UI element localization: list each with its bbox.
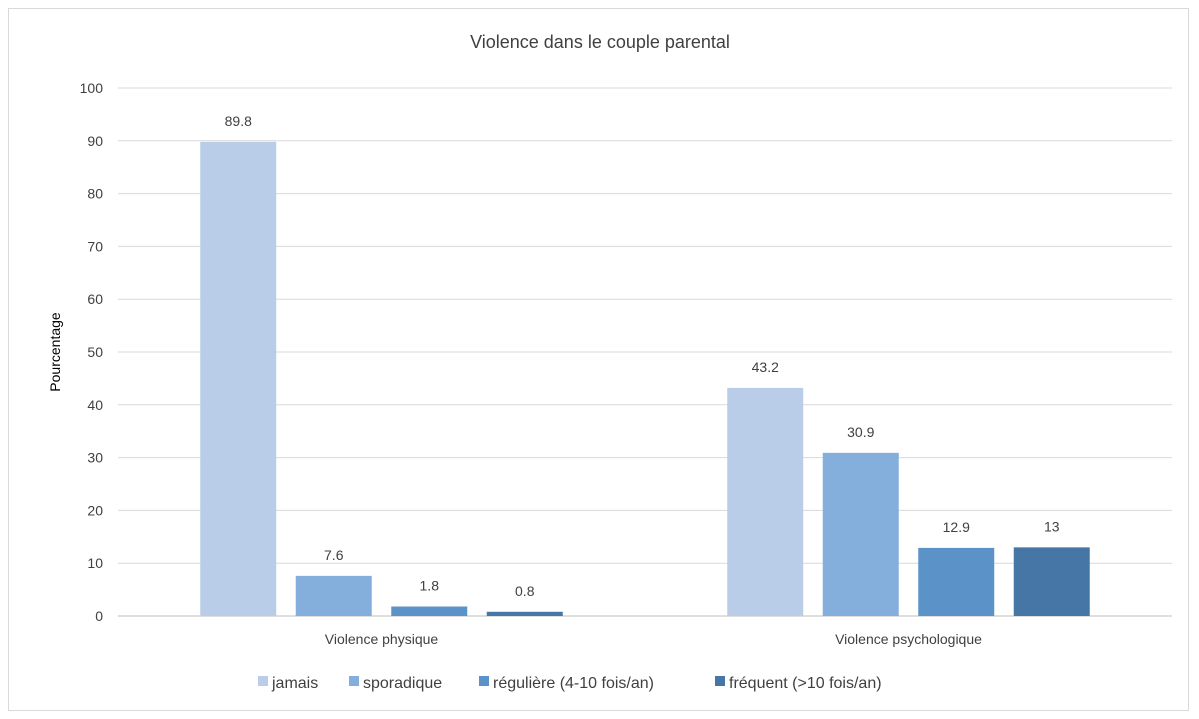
y-tick-label: 20 [87,502,103,518]
legend-swatch [258,676,268,686]
legend-swatch [715,676,725,686]
y-tick-label: 70 [87,238,103,254]
y-tick-label: 100 [80,80,104,96]
bar [486,611,563,616]
y-tick-label: 10 [87,555,103,571]
data-labels: 89.8 7.6 1.8 0.8 43.2 30.9 12.9 13 [225,113,1060,599]
legend: jamais sporadique régulière (4-10 fois/an)… [258,675,882,692]
legend-label: jamais [271,675,318,692]
gridlines [118,87,1172,617]
y-tick-label: 50 [87,344,103,360]
bar [727,387,804,616]
bar [1013,547,1090,616]
data-label: 30.9 [847,424,874,440]
y-axis-ticks: 0 10 20 30 40 50 60 70 80 90 100 [80,80,104,624]
data-label: 43.2 [752,359,779,375]
bar [918,547,995,616]
chart-title: Violence dans le couple parental [470,32,730,52]
data-label: 13 [1044,518,1060,534]
y-axis-title: Pourcentage [47,312,63,392]
y-tick-label: 0 [95,608,103,624]
data-label: 89.8 [225,113,252,129]
y-tick-label: 40 [87,397,103,413]
bar [822,452,899,616]
data-label: 7.6 [324,547,344,563]
y-tick-label: 30 [87,450,103,466]
bar [200,141,277,616]
y-tick-label: 90 [87,133,103,149]
legend-swatch [349,676,359,686]
y-tick-label: 80 [87,186,103,202]
legend-label: régulière (4-10 fois/an) [493,675,654,692]
data-label: 0.8 [515,583,535,599]
y-tick-label: 60 [87,291,103,307]
x-category-label: Violence psychologique [835,631,982,647]
data-label: 1.8 [420,577,440,593]
legend-label: sporadique [363,675,442,692]
x-axis-labels: Violence physique Violence psychologique [325,631,982,647]
bar [391,606,468,616]
bars [200,141,1090,616]
legend-swatch [479,676,489,686]
x-category-label: Violence physique [325,631,439,647]
data-label: 12.9 [943,519,970,535]
legend-label: fréquent (>10 fois/an) [729,675,882,692]
bar [295,575,372,616]
